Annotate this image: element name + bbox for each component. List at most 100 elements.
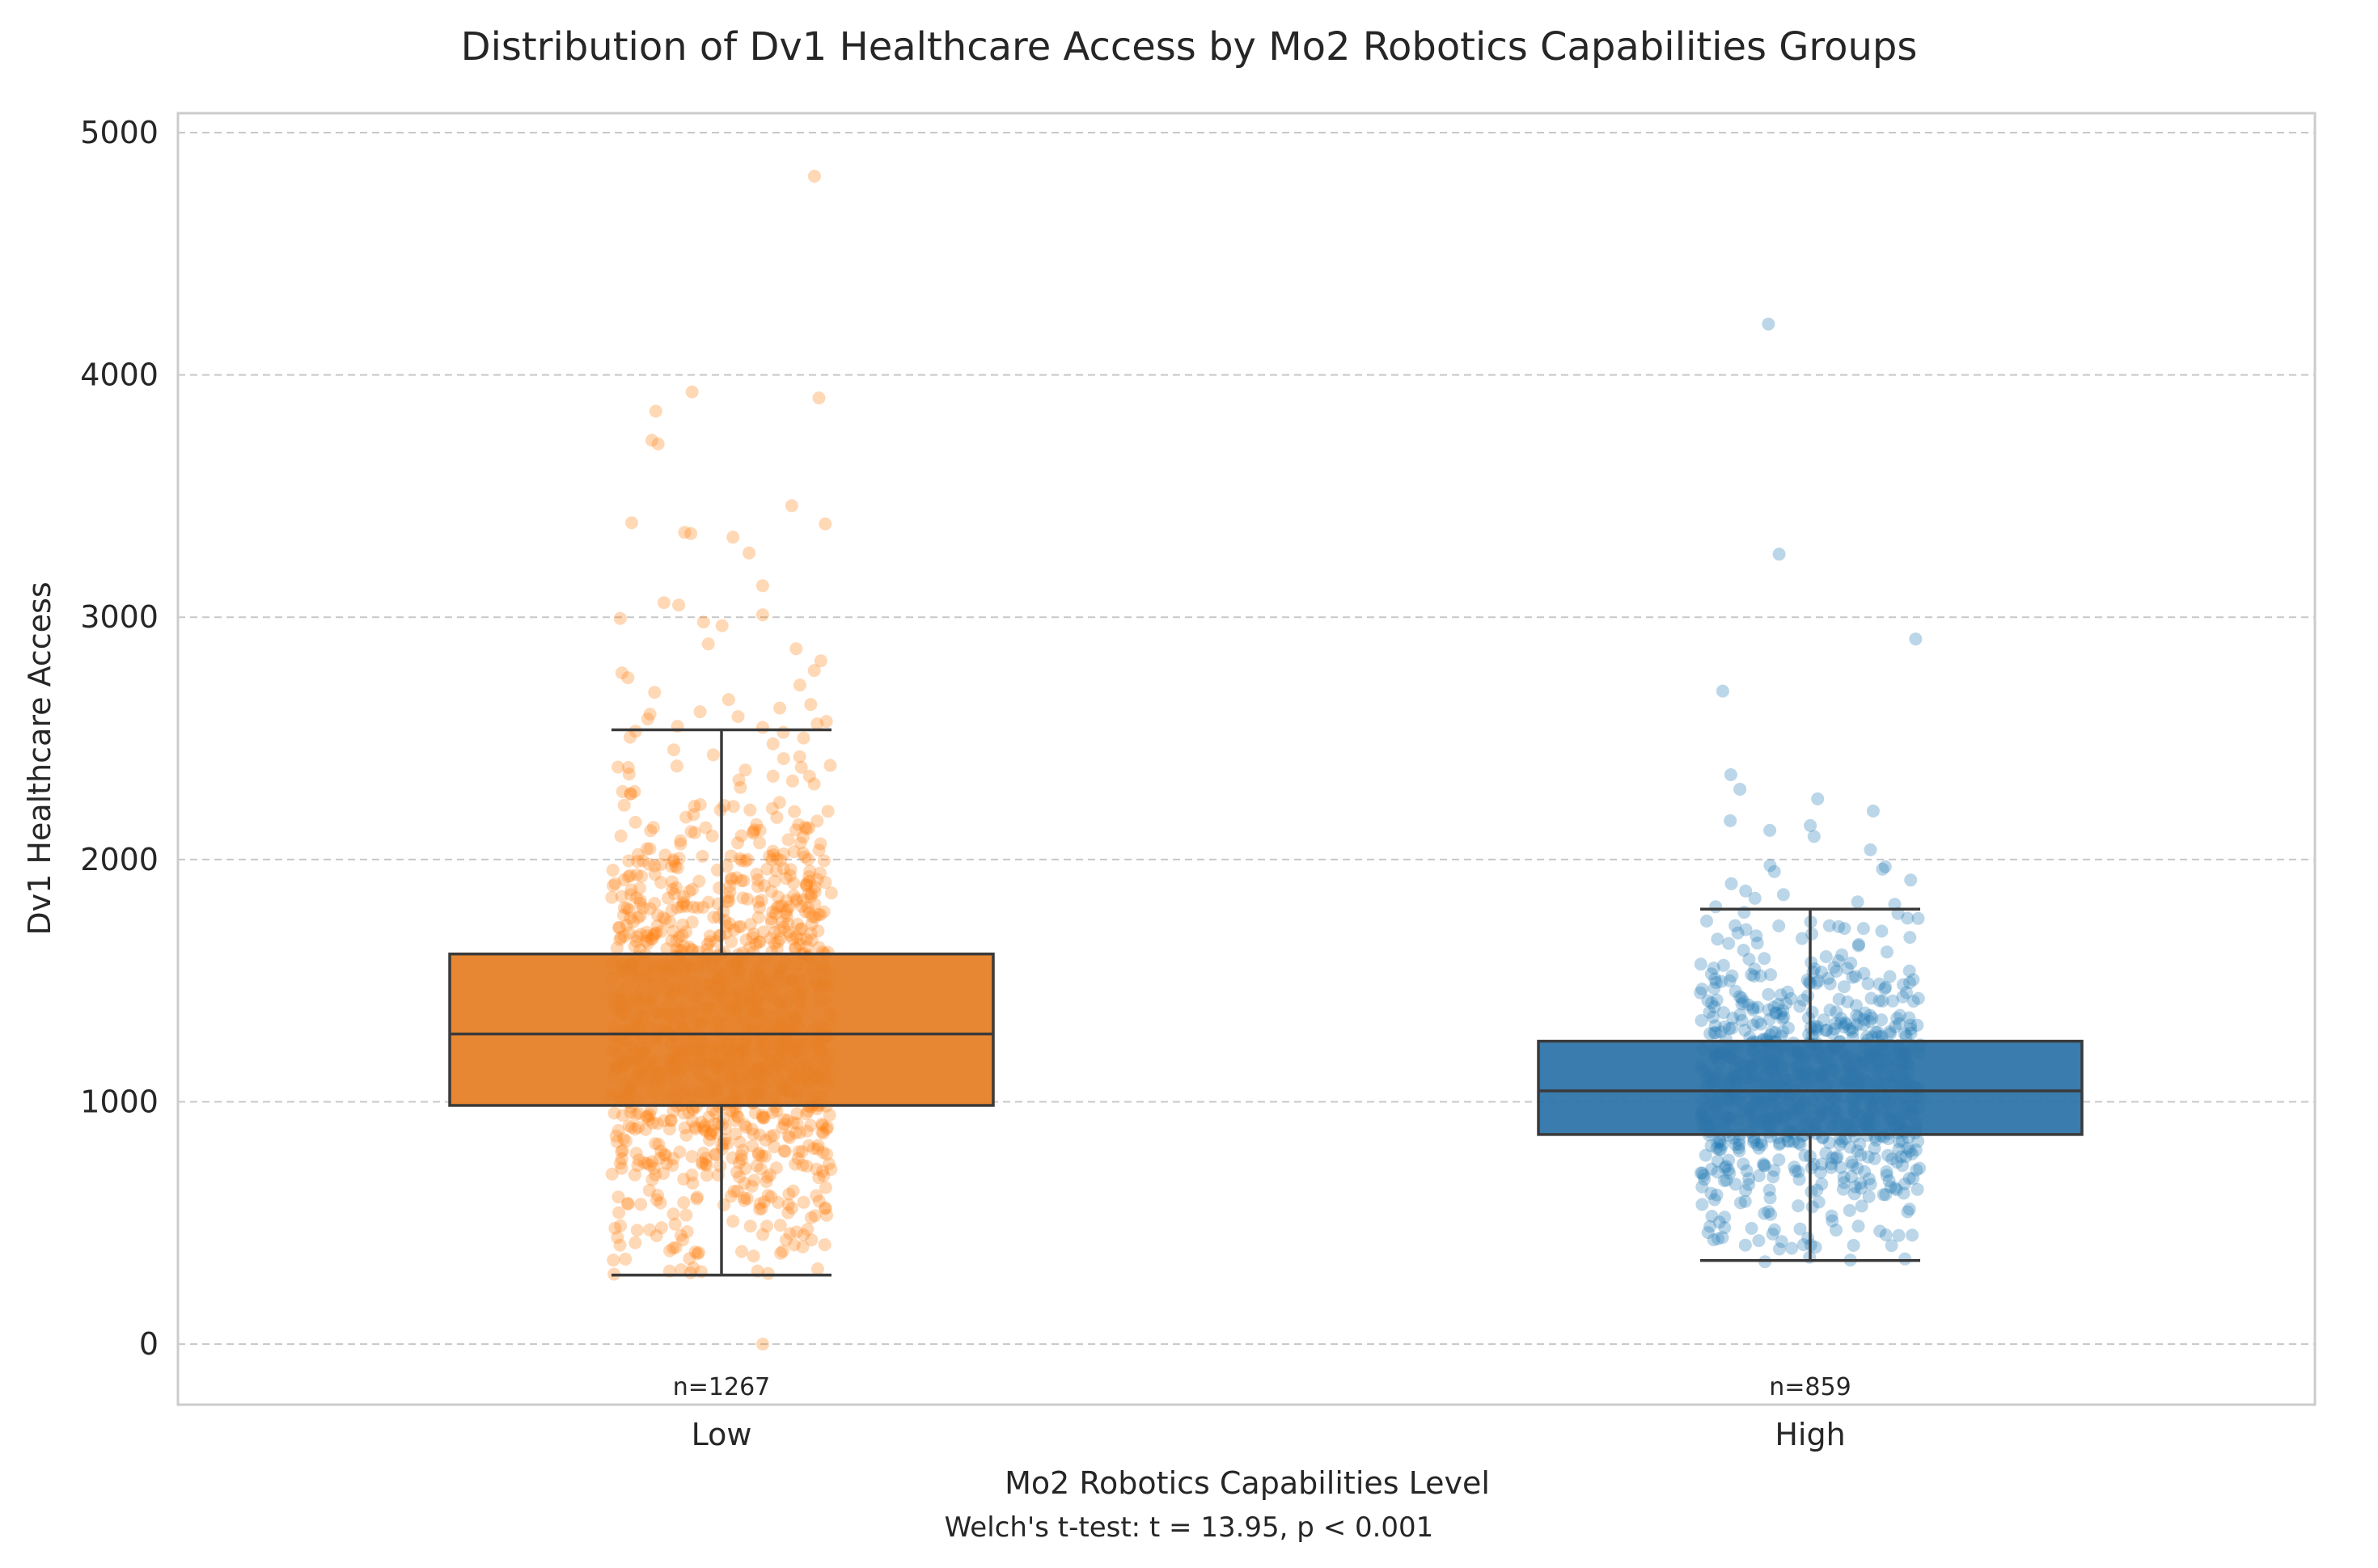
data-point	[618, 901, 631, 915]
data-point	[622, 1119, 636, 1133]
count-label-low: n=1267	[673, 1373, 771, 1401]
data-point	[739, 933, 753, 947]
data-point	[676, 918, 689, 932]
data-point	[766, 844, 780, 858]
data-point	[1764, 1207, 1778, 1221]
data-point	[605, 890, 619, 904]
data-point	[640, 842, 654, 856]
data-point	[1792, 1199, 1805, 1213]
data-point	[1694, 957, 1707, 971]
data-point	[1707, 982, 1721, 995]
data-point	[1911, 991, 1925, 1005]
data-point	[639, 935, 653, 948]
data-point	[1869, 1025, 1882, 1039]
data-point	[764, 885, 778, 898]
data-point	[1815, 1177, 1829, 1191]
outlier-point	[1904, 873, 1918, 887]
data-point	[709, 1148, 722, 1162]
data-point	[674, 1228, 688, 1242]
data-point	[662, 1122, 676, 1136]
data-point	[628, 815, 642, 829]
data-point	[1723, 1022, 1736, 1036]
data-point	[796, 830, 810, 844]
data-point	[1710, 1188, 1724, 1202]
data-point	[628, 1236, 642, 1249]
outlier-point	[625, 516, 638, 530]
data-point	[1902, 964, 1916, 978]
data-point	[671, 901, 684, 915]
outlier-point	[726, 530, 740, 544]
data-point	[623, 903, 636, 917]
data-point	[823, 759, 837, 772]
data-point	[637, 1156, 651, 1169]
data-point	[1740, 1164, 1754, 1177]
data-point	[683, 1252, 696, 1266]
data-point	[1782, 1135, 1796, 1148]
outlier-point	[1716, 684, 1729, 698]
data-point	[640, 925, 654, 939]
data-point	[737, 874, 751, 888]
data-point	[633, 909, 647, 923]
data-point	[753, 935, 767, 949]
data-point	[738, 1194, 751, 1207]
data-point	[1883, 1025, 1897, 1038]
data-point	[1717, 1174, 1731, 1187]
data-point	[747, 1173, 761, 1187]
data-point	[1904, 1018, 1917, 1032]
outlier-point	[1909, 632, 1923, 646]
data-point	[606, 864, 620, 877]
data-point	[814, 837, 827, 851]
data-point	[1709, 976, 1723, 990]
data-point	[703, 1133, 717, 1147]
data-point	[1773, 1242, 1786, 1256]
data-point	[1888, 1020, 1902, 1033]
data-point	[730, 1109, 744, 1122]
data-point	[680, 1225, 694, 1239]
data-point	[743, 918, 757, 931]
data-point	[755, 894, 768, 907]
data-point	[1763, 1029, 1777, 1042]
data-point	[1738, 1023, 1752, 1037]
data-point	[1809, 1022, 1822, 1036]
data-point	[615, 1161, 628, 1175]
data-point	[1704, 1139, 1718, 1152]
outlier-point	[1709, 900, 1723, 914]
data-point	[789, 1126, 802, 1139]
data-point	[691, 901, 705, 915]
data-point	[632, 847, 645, 861]
outlier-point	[1864, 843, 1877, 856]
data-point	[1844, 957, 1858, 970]
data-point	[1880, 945, 1894, 959]
data-point	[810, 1162, 823, 1176]
data-point	[1712, 1143, 1726, 1156]
data-point	[774, 1246, 788, 1260]
data-point	[1700, 915, 1713, 928]
data-point	[717, 1112, 730, 1125]
data-point	[800, 877, 814, 890]
data-point	[1746, 1003, 1760, 1016]
data-point	[616, 1132, 630, 1146]
data-point	[641, 929, 654, 943]
data-point	[636, 901, 650, 915]
data-point	[1872, 994, 1886, 1008]
data-point	[788, 805, 802, 818]
data-point	[654, 858, 668, 871]
data-point	[747, 1249, 760, 1263]
data-point	[1862, 1190, 1876, 1203]
data-point	[669, 1240, 683, 1254]
outlier-point	[1851, 895, 1864, 909]
data-point	[720, 919, 734, 933]
data-point	[657, 1167, 671, 1181]
data-point	[1792, 1136, 1805, 1150]
data-point	[1861, 977, 1875, 991]
data-point	[1879, 1188, 1893, 1202]
data-point	[693, 798, 707, 811]
data-point	[628, 940, 641, 953]
data-point	[1819, 1024, 1833, 1038]
data-point	[1898, 1027, 1911, 1041]
data-point	[725, 871, 738, 885]
data-point	[1742, 1172, 1756, 1186]
data-point	[1712, 1232, 1724, 1245]
outlier-point	[645, 433, 658, 447]
data-point	[1735, 1013, 1749, 1027]
